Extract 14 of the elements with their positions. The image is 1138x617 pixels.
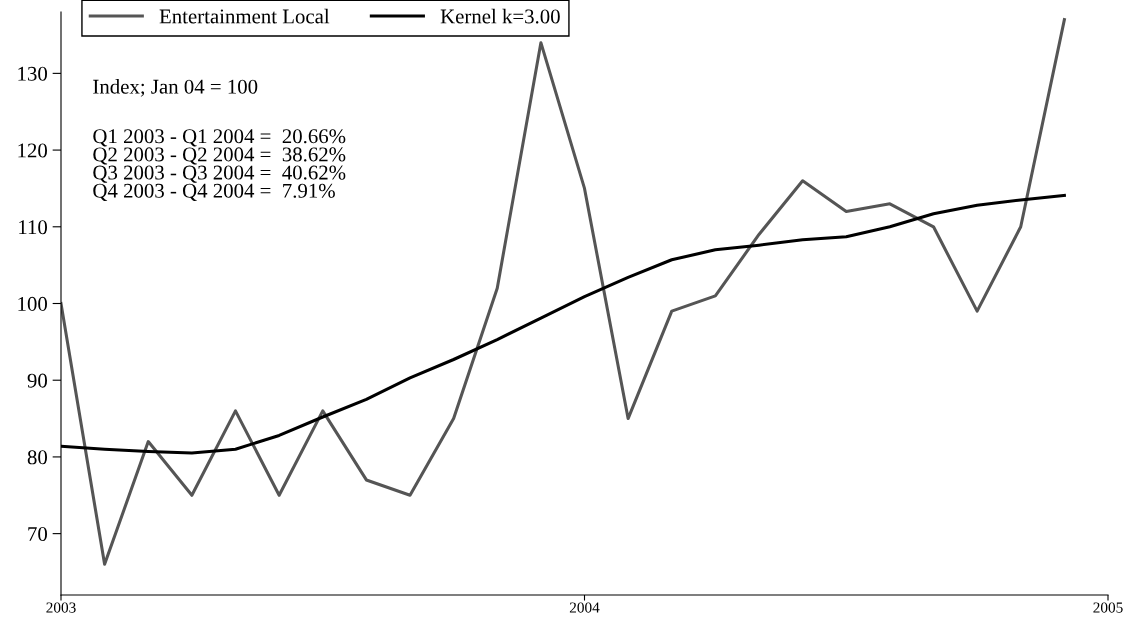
x-tick-label: 2005 (1093, 602, 1123, 613)
legend-label: Entertainment Local (159, 8, 330, 24)
y-tick-label: 80 (27, 450, 48, 465)
x-tick-label: 2004 (569, 602, 600, 613)
x-tick-label: 2003 (46, 602, 76, 613)
y-tick-label: 120 (18, 143, 48, 158)
annotation: Index; Jan 04 = 100 (93, 79, 258, 97)
annotation: Q1 2003 - Q1 2004 = 20.66% Q2 2003 - Q2 2004 = 38.62% Q3 2003 - Q3 2004 = 40.62% Q4 2003 - Q4 2004 = 7.91% (93, 129, 346, 201)
y-tick-label: 100 (18, 296, 48, 311)
y-tick-label: 110 (19, 220, 48, 235)
y-tick-label: 90 (27, 373, 48, 388)
y-tick-label: 70 (28, 527, 48, 542)
y-tick-label: 130 (18, 66, 48, 81)
legend-label: Kernel k=3.00 (440, 8, 560, 24)
